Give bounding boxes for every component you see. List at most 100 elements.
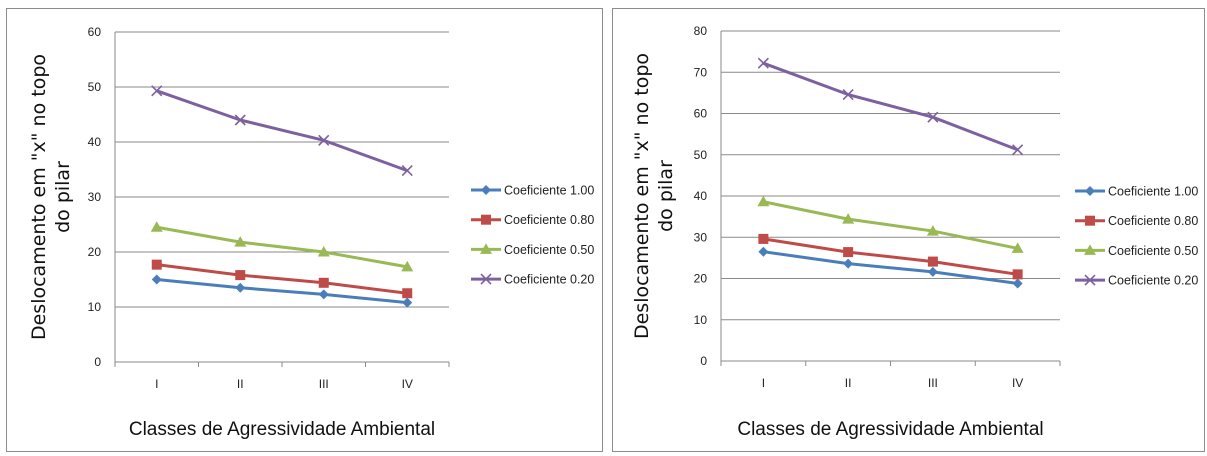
y-tick-label: 60 xyxy=(694,107,708,121)
x-tick-label: III xyxy=(928,376,938,390)
data-point xyxy=(927,256,938,267)
series-line xyxy=(763,237,1018,276)
data-point xyxy=(402,297,413,308)
data-point xyxy=(318,277,329,288)
data-point xyxy=(402,288,413,299)
series-line xyxy=(156,225,408,269)
data-point xyxy=(927,266,938,277)
x-tick-label: IV xyxy=(402,377,413,391)
chart-panel-right: 0 10 20 30 40 50 60 70 80 I II III IV Classes de Agre… xyxy=(612,8,1205,452)
data-point xyxy=(401,260,414,272)
y-tick-label: 20 xyxy=(694,272,708,286)
y-axis-label: do pilar xyxy=(655,160,677,232)
y-tick-label: 50 xyxy=(88,80,102,94)
data-point xyxy=(151,274,162,285)
chart-panel-left: 0 10 20 30 40 50 60 I II III IV Classes de Agressiv… xyxy=(6,8,603,452)
data-point xyxy=(927,111,939,123)
legend-marker xyxy=(480,273,492,285)
legend-label: Coeficiente 0.20 xyxy=(1108,274,1198,288)
data-point xyxy=(235,270,246,281)
series-square xyxy=(758,233,1023,280)
data-point xyxy=(842,213,855,224)
y-tick-label: 0 xyxy=(94,355,101,369)
data-point xyxy=(317,246,330,257)
x-axis-label: Classes de Agressividade Ambiental xyxy=(129,419,435,440)
series-x xyxy=(151,85,413,177)
x-tick-label: IV xyxy=(1012,376,1023,390)
data-point xyxy=(235,282,246,293)
y-tick-label: 40 xyxy=(694,189,708,203)
data-point xyxy=(401,165,413,177)
data-point xyxy=(926,225,939,236)
series-triangle xyxy=(150,221,414,272)
y-tick-label: 10 xyxy=(694,313,708,327)
series-x xyxy=(757,57,1024,156)
legend-marker xyxy=(1085,186,1095,196)
data-point xyxy=(151,85,163,97)
legend-item: Coeficiente 0.20 xyxy=(471,273,594,287)
data-point xyxy=(318,134,330,146)
data-point xyxy=(757,195,770,207)
legend-item: Coeficiente 0.20 xyxy=(1075,274,1198,288)
series-line xyxy=(156,278,408,305)
series-square xyxy=(151,259,413,299)
legend-marker xyxy=(1084,274,1096,286)
x-tick-label: III xyxy=(319,377,329,391)
legend-item: Coeficiente 0.80 xyxy=(471,213,594,227)
legend-label: Coeficiente 0.20 xyxy=(504,273,594,287)
legend-label: Coeficiente 0.50 xyxy=(1108,244,1198,258)
series-line xyxy=(762,61,1019,152)
legend-marker xyxy=(480,243,492,254)
y-tick-label: 80 xyxy=(694,24,708,38)
legend-marker xyxy=(1085,215,1095,226)
legend-label: Coeficiente 1.00 xyxy=(504,184,594,198)
data-point xyxy=(758,233,769,244)
legend-item: Coeficiente 0.80 xyxy=(1075,214,1198,228)
x-tick-label: II xyxy=(237,377,244,391)
y-axis-label: Deslocamento em "x" no topo xyxy=(28,54,50,340)
legend-marker xyxy=(481,214,491,225)
series-line xyxy=(156,89,408,173)
series-diamond xyxy=(151,274,413,308)
series-line xyxy=(763,200,1018,250)
data-point xyxy=(1012,278,1023,289)
series-line xyxy=(763,250,1018,285)
y-tick-label: 50 xyxy=(694,148,708,162)
y-tick-label: 0 xyxy=(700,354,707,368)
legend-label: Coeficiente 0.80 xyxy=(1108,214,1198,228)
y-tick-label: 70 xyxy=(694,65,708,79)
series-line xyxy=(156,263,408,295)
data-point xyxy=(1011,242,1024,253)
data-point xyxy=(757,57,769,69)
x-tick-label: II xyxy=(845,376,852,390)
series-triangle xyxy=(757,195,1024,253)
y-tick-label: 30 xyxy=(694,230,708,244)
y-tick-label: 10 xyxy=(88,300,102,314)
data-point xyxy=(843,247,854,258)
y-tick-label: 40 xyxy=(88,135,102,149)
y-tick-label: 20 xyxy=(88,245,102,259)
data-point xyxy=(1012,269,1023,280)
data-point xyxy=(842,88,854,101)
data-point xyxy=(151,259,162,270)
data-point xyxy=(758,246,769,257)
legend-label: Coeficiente 0.50 xyxy=(504,243,594,257)
data-point xyxy=(150,221,163,232)
data-point xyxy=(843,258,854,269)
y-axis-label: Deslocamento em "x" no topo xyxy=(631,53,653,339)
data-point xyxy=(234,236,247,247)
legend-item: Coeficiente 1.00 xyxy=(1075,185,1198,199)
data-point xyxy=(1012,144,1024,156)
legend-marker xyxy=(1084,244,1096,255)
x-axis-label: Classes de Agressividade Ambiental xyxy=(737,419,1043,440)
data-point xyxy=(234,114,246,126)
legend-label: Coeficiente 1.00 xyxy=(1108,185,1198,199)
legend-marker xyxy=(481,185,491,195)
legend-item: Coeficiente 0.50 xyxy=(1075,244,1198,258)
legend-label: Coeficiente 0.80 xyxy=(504,213,594,227)
x-tick-label: I xyxy=(762,376,765,390)
legend-item: Coeficiente 0.50 xyxy=(471,243,594,257)
legend-item: Coeficiente 1.00 xyxy=(471,184,594,198)
